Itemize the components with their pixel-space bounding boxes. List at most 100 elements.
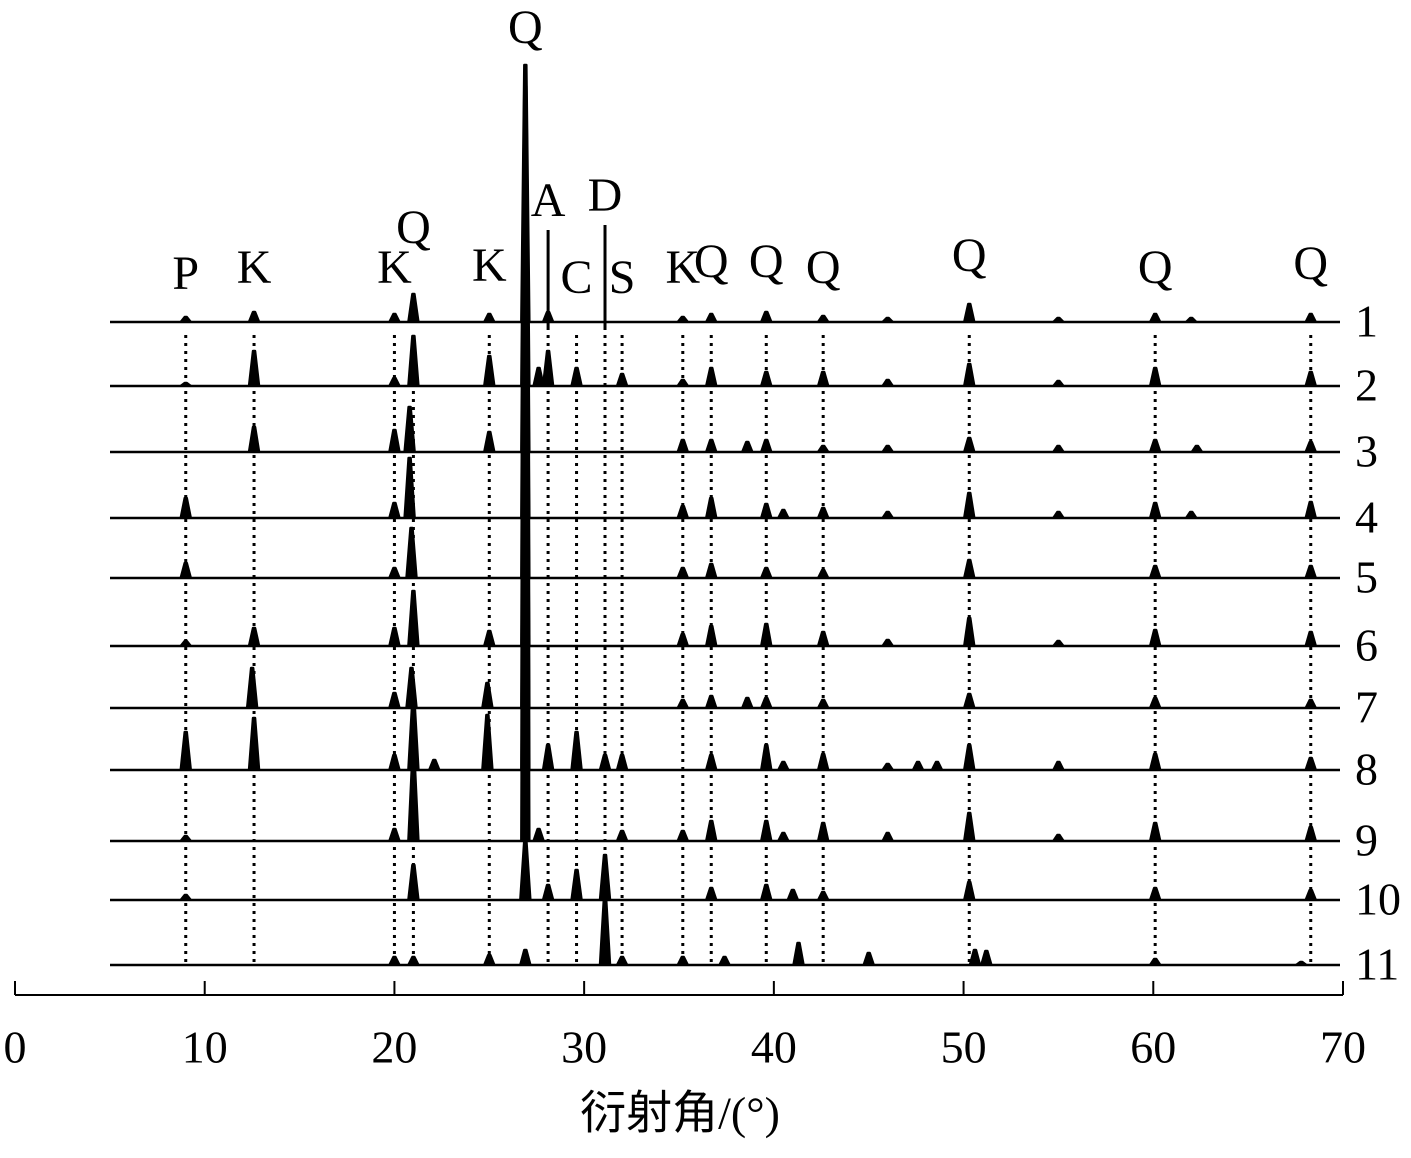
peak <box>570 868 583 901</box>
peak <box>179 315 192 323</box>
peak <box>817 568 830 579</box>
peak-label: Q <box>694 235 729 288</box>
peak <box>1185 316 1198 323</box>
peak <box>615 753 629 771</box>
peak <box>963 692 976 709</box>
peak <box>483 629 496 647</box>
peak <box>428 758 441 771</box>
peak <box>705 624 718 647</box>
peak <box>179 639 192 647</box>
peak <box>520 119 531 842</box>
peak <box>881 831 894 842</box>
peak <box>1148 564 1162 579</box>
peak <box>405 666 418 709</box>
peak <box>247 425 261 453</box>
peak <box>676 698 689 709</box>
peak <box>483 953 496 966</box>
peak <box>1148 628 1162 647</box>
peak <box>481 713 494 771</box>
series-label: 8 <box>1355 744 1378 795</box>
peak <box>963 616 976 647</box>
peak <box>760 502 773 519</box>
peak <box>388 955 401 966</box>
series-label: 2 <box>1355 360 1378 411</box>
peak <box>598 895 612 966</box>
peak <box>760 883 773 901</box>
peak <box>741 696 754 709</box>
peak <box>570 730 583 771</box>
x-tick-label: 0 <box>4 1022 27 1073</box>
peak <box>1295 960 1308 966</box>
peak <box>963 558 976 579</box>
peak <box>963 302 976 323</box>
peak <box>760 743 773 771</box>
peak <box>1148 752 1162 771</box>
peak <box>777 831 790 842</box>
peak <box>407 334 420 387</box>
peak <box>817 314 830 323</box>
peak <box>247 716 261 771</box>
peak <box>862 951 875 966</box>
peak <box>676 438 689 453</box>
peak <box>407 863 420 901</box>
peak <box>405 526 418 579</box>
peak <box>407 955 420 966</box>
peak-label: Q <box>508 1 543 54</box>
peak <box>963 491 976 519</box>
peak <box>532 827 545 842</box>
peak <box>705 496 718 519</box>
peak <box>705 694 718 709</box>
peak <box>532 366 545 387</box>
peak <box>1052 760 1065 771</box>
series-label: 11 <box>1355 939 1399 990</box>
peak-label: Q <box>1293 237 1328 290</box>
peak-label: D <box>588 169 623 222</box>
peak <box>1052 510 1065 519</box>
peak <box>676 378 689 387</box>
peak <box>777 760 790 771</box>
peak <box>403 456 416 519</box>
peak <box>760 438 773 453</box>
peak <box>1052 379 1065 387</box>
peak <box>705 312 718 323</box>
peak <box>598 753 612 771</box>
peak <box>541 743 555 771</box>
peak <box>676 566 689 579</box>
peak <box>388 827 401 842</box>
peak <box>1052 639 1065 647</box>
peak <box>718 955 731 966</box>
x-axis-label: 衍射角/(°) <box>580 1088 780 1139</box>
peak <box>1052 316 1065 323</box>
peak-label: Q <box>806 241 841 294</box>
peak <box>816 821 830 842</box>
peak <box>1148 501 1162 519</box>
peak <box>1304 888 1317 901</box>
peak <box>705 562 718 579</box>
peak <box>911 760 925 771</box>
series-label: 9 <box>1355 815 1378 866</box>
peak <box>786 888 799 901</box>
peak <box>179 893 192 901</box>
peak-label: K <box>377 241 412 294</box>
peak <box>676 829 689 842</box>
peak <box>930 760 944 771</box>
peak <box>179 730 192 771</box>
peak <box>388 376 401 387</box>
peak <box>816 630 830 647</box>
series-label: 10 <box>1355 874 1401 925</box>
peak <box>705 438 718 453</box>
peak <box>1148 886 1162 901</box>
peak <box>179 496 192 519</box>
peak <box>615 829 629 842</box>
peak <box>1304 440 1317 453</box>
peak <box>760 370 773 387</box>
peak <box>570 366 583 387</box>
peak <box>1304 756 1317 771</box>
x-tick-label: 70 <box>1320 1022 1366 1073</box>
peak <box>881 762 894 771</box>
peak-label: K <box>472 239 507 292</box>
peak <box>1149 957 1162 966</box>
peak <box>1148 821 1162 842</box>
x-tick-label: 60 <box>1130 1022 1176 1073</box>
peak <box>777 508 790 519</box>
